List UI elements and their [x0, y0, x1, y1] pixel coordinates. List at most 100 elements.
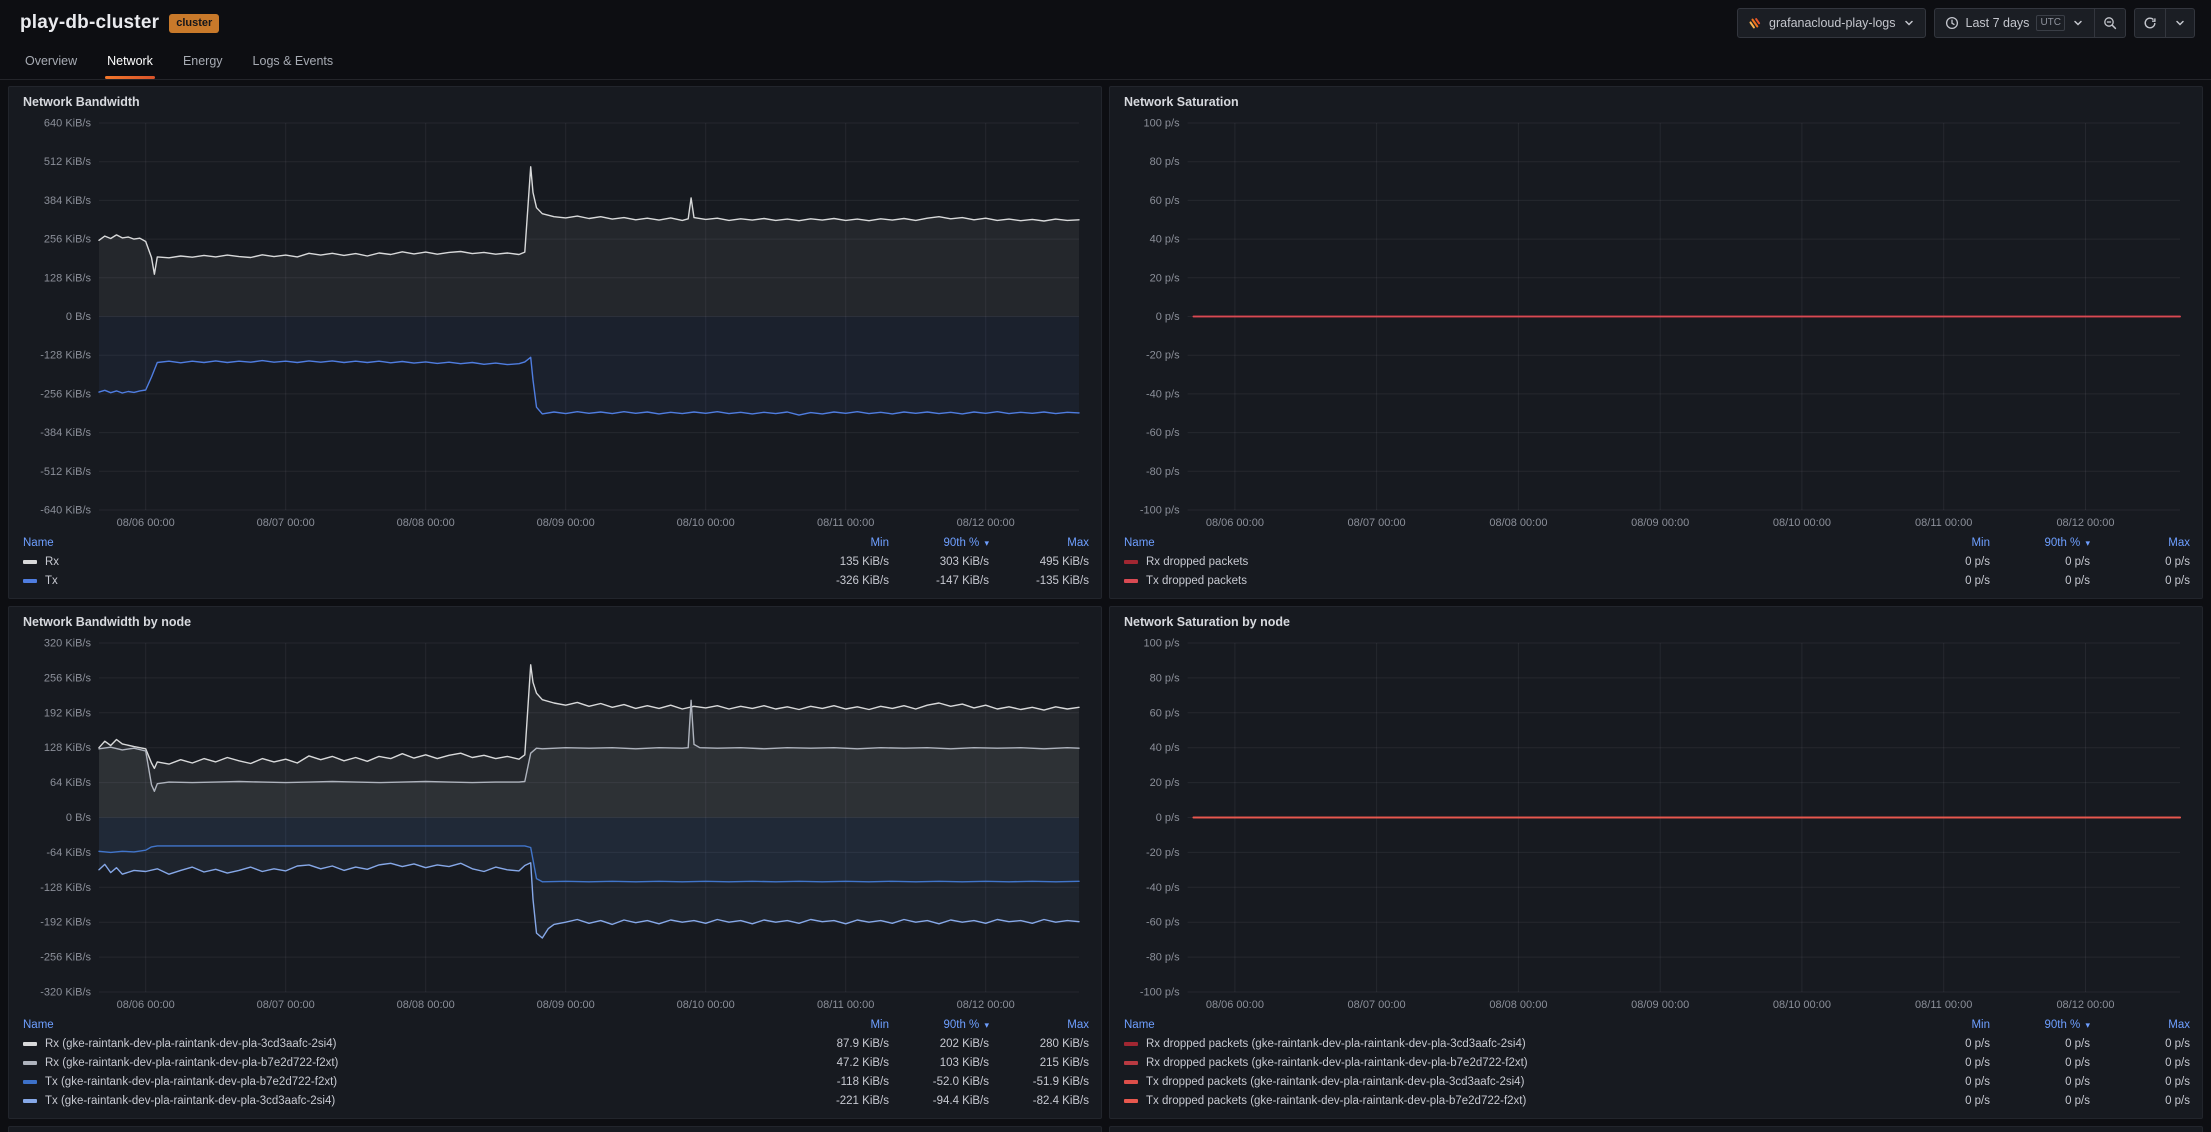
- svg-text:-20 p/s: -20 p/s: [1146, 847, 1180, 859]
- zoom-out-button[interactable]: [2095, 8, 2126, 38]
- panel-title[interactable]: Network Bandwidth: [23, 95, 140, 109]
- series-name[interactable]: Tx dropped packets: [1146, 574, 1248, 587]
- toolbar: grafanacloud-play-logs Last 7 days UTC: [1737, 8, 2195, 38]
- series-name[interactable]: Rx: [45, 555, 60, 568]
- legend-90th-value: 202 KiB/s: [939, 1037, 989, 1050]
- svg-text:08/12 00:00: 08/12 00:00: [957, 999, 1015, 1011]
- legend-col-min[interactable]: Min: [870, 537, 889, 549]
- series-name[interactable]: Rx (gke-raintank-dev-pla-raintank-dev-pl…: [45, 1037, 337, 1050]
- tab-network[interactable]: Network: [103, 46, 157, 79]
- svg-text:08/06 00:00: 08/06 00:00: [117, 517, 175, 529]
- chevron-down-icon: [1903, 17, 1915, 29]
- legend-col-name[interactable]: Name: [23, 537, 54, 549]
- chevron-down-icon: [2072, 17, 2084, 29]
- legend-90th-value: -147 KiB/s: [935, 574, 989, 587]
- refresh-interval-dropdown[interactable]: [2166, 8, 2195, 38]
- svg-text:80 p/s: 80 p/s: [1150, 672, 1180, 684]
- chart-svg: 100 p/s 80 p/s 60 p/s 40 p/s 20 p/s 0 p/s -20 …: [1140, 638, 2181, 1011]
- refresh-button[interactable]: [2134, 8, 2166, 38]
- tab-energy[interactable]: Energy: [182, 54, 223, 68]
- legend-max-value: 215 KiB/s: [1039, 1056, 1089, 1069]
- panel-network-bandwidth: Network Bandwidth 640 KiB/s 512 KiB/s 384 K…: [8, 86, 1102, 599]
- legend-col-name[interactable]: Name: [1124, 537, 1155, 549]
- series-name[interactable]: Rx dropped packets (gke-raintank-dev-pla…: [1146, 1037, 1526, 1050]
- datasource-label: grafanacloud-play-logs: [1769, 16, 1896, 30]
- svg-text:-100 p/s: -100 p/s: [1140, 987, 1180, 999]
- svg-text:08/11 00:00: 08/11 00:00: [1915, 999, 1972, 1011]
- svg-text:08/09 00:00: 08/09 00:00: [537, 517, 595, 529]
- series-name[interactable]: Rx dropped packets: [1146, 555, 1249, 568]
- sort-desc-icon: ▾: [2085, 1020, 2090, 1030]
- legend-min-value: 0 p/s: [1965, 555, 1990, 568]
- svg-text:40 p/s: 40 p/s: [1150, 742, 1180, 754]
- series-name[interactable]: Tx dropped packets (gke-raintank-dev-pla…: [1146, 1075, 1525, 1088]
- tab-logs-events[interactable]: Logs & Events: [252, 54, 334, 68]
- series-name[interactable]: Rx dropped packets (gke-raintank-dev-pla…: [1146, 1056, 1528, 1069]
- legend-max-value: -135 KiB/s: [1035, 574, 1089, 587]
- time-series-plot[interactable]: 100 p/s 80 p/s 60 p/s 40 p/s 20 p/s 0 p/s -20 …: [1122, 633, 2190, 1014]
- series-name[interactable]: Rx (gke-raintank-dev-pla-raintank-dev-pl…: [45, 1056, 339, 1069]
- panel-title[interactable]: Network Saturation by node: [1124, 615, 1290, 629]
- time-series-plot[interactable]: 100 p/s 80 p/s 60 p/s 40 p/s 20 p/s 0 p/s -20 …: [1122, 113, 2190, 532]
- legend-col-max[interactable]: Max: [1067, 1019, 1089, 1031]
- svg-text:08/09 00:00: 08/09 00:00: [1631, 517, 1689, 529]
- panel-title[interactable]: Network Saturation: [1124, 95, 1239, 109]
- series-color-swatch: [23, 1079, 37, 1084]
- legend-col-min[interactable]: Min: [1971, 1019, 1990, 1031]
- time-series-plot[interactable]: 320 KiB/s 256 KiB/s 192 KiB/s 128 KiB/s 64 K…: [21, 633, 1089, 1014]
- legend-table: Name Min 90th % ▾ Max Rx 135 KiB/s 303 KiB/s 49…: [21, 532, 1089, 590]
- series-name[interactable]: Tx dropped packets (gke-raintank-dev-pla…: [1146, 1094, 1527, 1107]
- legend-min-value: 135 KiB/s: [839, 555, 889, 568]
- title-wrap: play-db-cluster cluster: [20, 12, 220, 34]
- svg-text:20 p/s: 20 p/s: [1150, 272, 1180, 284]
- svg-text:0 p/s: 0 p/s: [1156, 311, 1180, 323]
- legend-row: Rx 135 KiB/s 303 KiB/s 495 KiB/s: [21, 552, 1089, 571]
- time-range-picker[interactable]: Last 7 days UTC: [1933, 8, 2095, 38]
- legend-col-name[interactable]: Name: [23, 1019, 54, 1031]
- svg-text:512 KiB/s: 512 KiB/s: [44, 156, 92, 168]
- datasource-picker[interactable]: grafanacloud-play-logs: [1737, 8, 1926, 38]
- legend-max-value: -51.9 KiB/s: [1032, 1075, 1089, 1088]
- svg-text:60 p/s: 60 p/s: [1150, 707, 1180, 719]
- svg-text:192 KiB/s: 192 KiB/s: [44, 707, 92, 719]
- legend-col-90th[interactable]: 90th % ▾: [943, 537, 989, 549]
- svg-text:-512 KiB/s: -512 KiB/s: [40, 466, 91, 478]
- legend-col-min[interactable]: Min: [870, 1019, 889, 1031]
- tab-bar: Overview Network Energy Logs & Events: [0, 46, 2211, 80]
- svg-text:08/06 00:00: 08/06 00:00: [1206, 999, 1264, 1011]
- time-series-plot[interactable]: 640 KiB/s 512 KiB/s 384 KiB/s 256 KiB/s 128 …: [21, 113, 1089, 532]
- legend-max-value: 0 p/s: [2165, 1075, 2190, 1088]
- svg-text:08/10 00:00: 08/10 00:00: [1773, 999, 1831, 1011]
- series-name[interactable]: Tx (gke-raintank-dev-pla-raintank-dev-pl…: [45, 1075, 338, 1088]
- legend-min-value: 0 p/s: [1965, 1075, 1990, 1088]
- legend-col-min[interactable]: Min: [1971, 537, 1990, 549]
- series-name[interactable]: Tx (gke-raintank-dev-pla-raintank-dev-pl…: [45, 1094, 336, 1107]
- legend-90th-value: 0 p/s: [2065, 1075, 2090, 1088]
- svg-text:08/10 00:00: 08/10 00:00: [677, 999, 735, 1011]
- legend-row: Tx dropped packets (gke-raintank-dev-pla…: [1122, 1072, 2190, 1091]
- dashboard-grid: Network Bandwidth 640 KiB/s 512 KiB/s 384 K…: [0, 80, 2211, 1132]
- tab-overview[interactable]: Overview: [25, 54, 78, 68]
- svg-text:-80 p/s: -80 p/s: [1146, 952, 1180, 964]
- legend-col-max[interactable]: Max: [2168, 537, 2190, 549]
- legend-col-90th[interactable]: 90th % ▾: [943, 1019, 989, 1031]
- legend-min-value: 47.2 KiB/s: [836, 1056, 889, 1069]
- panel-title[interactable]: Network Bandwidth by node: [23, 615, 192, 629]
- legend-max-value: 280 KiB/s: [1039, 1037, 1089, 1050]
- chart-svg: 320 KiB/s 256 KiB/s 192 KiB/s 128 KiB/s 64 K…: [40, 638, 1080, 1011]
- series-color-swatch: [1124, 1098, 1138, 1103]
- svg-text:256 KiB/s: 256 KiB/s: [44, 672, 92, 684]
- svg-text:08/11 00:00: 08/11 00:00: [1915, 517, 1972, 529]
- legend-col-90th[interactable]: 90th % ▾: [2044, 537, 2090, 549]
- legend-90th-value: 0 p/s: [2065, 1037, 2090, 1050]
- legend-col-name[interactable]: Name: [1124, 1019, 1155, 1031]
- legend-row: Tx dropped packets (gke-raintank-dev-pla…: [1122, 1091, 2190, 1110]
- legend-col-max[interactable]: Max: [1067, 537, 1089, 549]
- legend-col-90th[interactable]: 90th % ▾: [2044, 1019, 2090, 1031]
- clock-icon: [1945, 16, 1959, 30]
- legend-col-max[interactable]: Max: [2168, 1019, 2190, 1031]
- series-name[interactable]: Tx: [45, 574, 58, 587]
- series-color-swatch: [23, 578, 37, 583]
- legend-max-value: 495 KiB/s: [1039, 555, 1089, 568]
- legend-min-value: -118 KiB/s: [836, 1075, 889, 1088]
